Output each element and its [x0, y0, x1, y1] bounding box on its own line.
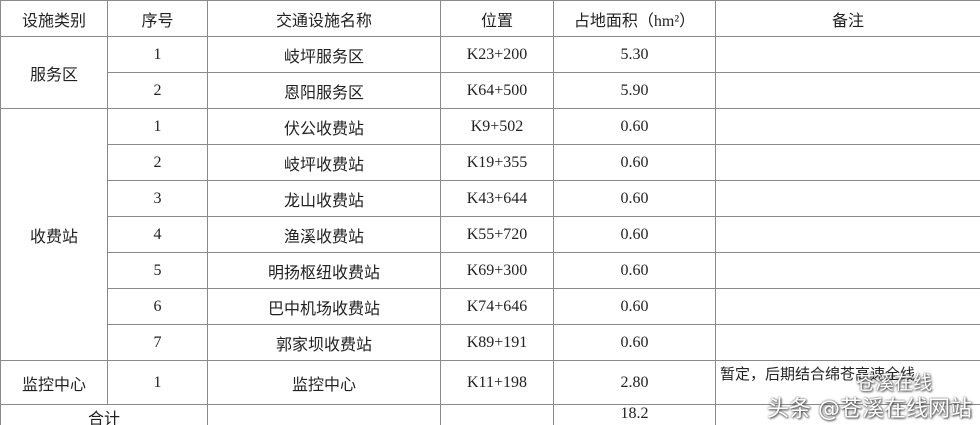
location-cell: K43+644: [440, 180, 554, 217]
empty-cell: [207, 404, 441, 425]
number-cell: 3: [107, 180, 208, 217]
remark-cell: 暂定，后期结合绵苍高速全线: [715, 360, 980, 405]
remark-cell: [715, 108, 980, 145]
header-cell: 位置: [440, 0, 554, 37]
location-cell: K89+191: [440, 324, 554, 361]
total-area: 18.2: [553, 404, 716, 425]
name-cell: 岐坪收费站: [207, 144, 441, 181]
remark-cell: [715, 324, 980, 361]
header-cell: 设施类别: [0, 0, 108, 37]
area-cell: 0.60: [553, 144, 716, 181]
empty-cell: [440, 404, 554, 425]
area-cell: 5.90: [553, 72, 716, 109]
header-cell: 备注: [715, 0, 980, 37]
name-cell: 龙山收费站: [207, 180, 441, 217]
number-cell: 5: [107, 252, 208, 289]
area-cell: 0.60: [553, 180, 716, 217]
area-cell: 0.60: [553, 216, 716, 253]
number-cell: 4: [107, 216, 208, 253]
total-row: 合计 18.2: [0, 404, 980, 425]
table-row: 4 渔溪收费站 K55+720 0.60: [1, 216, 980, 253]
area-cell: 0.60: [553, 252, 716, 289]
category-cell: 收费站: [0, 108, 108, 361]
remark-cell: [715, 36, 980, 73]
header-cell: 交通设施名称: [207, 0, 441, 37]
number-cell: 6: [107, 288, 208, 325]
table-row: 5 明扬枢纽收费站 K69+300 0.60: [1, 252, 980, 289]
location-cell: K19+355: [440, 144, 554, 181]
number-cell: 2: [107, 144, 208, 181]
number-cell: 7: [107, 324, 208, 361]
location-cell: K74+646: [440, 288, 554, 325]
number-cell: 2: [107, 72, 208, 109]
name-cell: 巴中机场收费站: [207, 288, 441, 325]
header-cell: 序号: [107, 0, 208, 37]
area-cell: 0.60: [553, 288, 716, 325]
watermark: 苍溪在线: [855, 372, 932, 394]
location-cell: K9+502: [440, 108, 554, 145]
area-cell: 5.30: [553, 36, 716, 73]
remark-cell: [715, 144, 980, 181]
number-cell: 1: [107, 360, 208, 405]
category-cell: 监控中心: [0, 360, 108, 405]
name-cell: 监控中心: [207, 360, 441, 405]
location-cell: K55+720: [440, 216, 554, 253]
table-row: 2 岐坪收费站 K19+355 0.60: [1, 144, 980, 181]
name-cell: 郭家坝收费站: [207, 324, 441, 361]
name-cell: 明扬枢纽收费站: [207, 252, 441, 289]
table-row: 监控中心 1 监控中心 K11+198 2.80 暂定，后期结合绵苍高速全线: [0, 360, 980, 405]
location-cell: K11+198: [440, 360, 554, 405]
table-row: 2 恩阳服务区 K64+500 5.90: [1, 72, 980, 109]
header-cell: 占地面积（hm²）: [553, 0, 716, 37]
name-cell: 岐坪服务区: [207, 36, 441, 73]
table-row: 7 郭家坝收费站 K89+191 0.60: [1, 324, 980, 361]
area-cell: 2.80: [553, 360, 716, 405]
number-cell: 1: [107, 36, 208, 73]
table-row: 收费站 1 伏公收费站 K9+502 0.60: [0, 108, 980, 361]
remark-cell: [715, 216, 980, 253]
location-cell: K23+200: [440, 36, 554, 73]
table-row: 6 巴中机场收费站 K74+646 0.60: [1, 288, 980, 325]
number-cell: 1: [107, 108, 208, 145]
remark-cell: [715, 180, 980, 217]
remark-cell: [715, 252, 980, 289]
name-cell: 恩阳服务区: [207, 72, 441, 109]
header-row: 设施类别 序号 交通设施名称 位置 占地面积（hm²） 备注: [0, 0, 980, 37]
watermark: 头条 @苍溪在线网站: [767, 397, 972, 422]
table-row: 服务区 1 岐坪服务区 K23+200 5.30: [0, 36, 980, 109]
area-cell: 0.60: [553, 324, 716, 361]
total-label: 合计: [0, 404, 208, 425]
remark-cell: [715, 288, 980, 325]
name-cell: 渔溪收费站: [207, 216, 441, 253]
table-row: 3 龙山收费站 K43+644 0.60: [1, 180, 980, 217]
name-cell: 伏公收费站: [207, 108, 441, 145]
area-cell: 0.60: [553, 108, 716, 145]
remark-cell: [715, 72, 980, 109]
location-cell: K69+300: [440, 252, 554, 289]
location-cell: K64+500: [440, 72, 554, 109]
category-cell: 服务区: [0, 36, 108, 109]
